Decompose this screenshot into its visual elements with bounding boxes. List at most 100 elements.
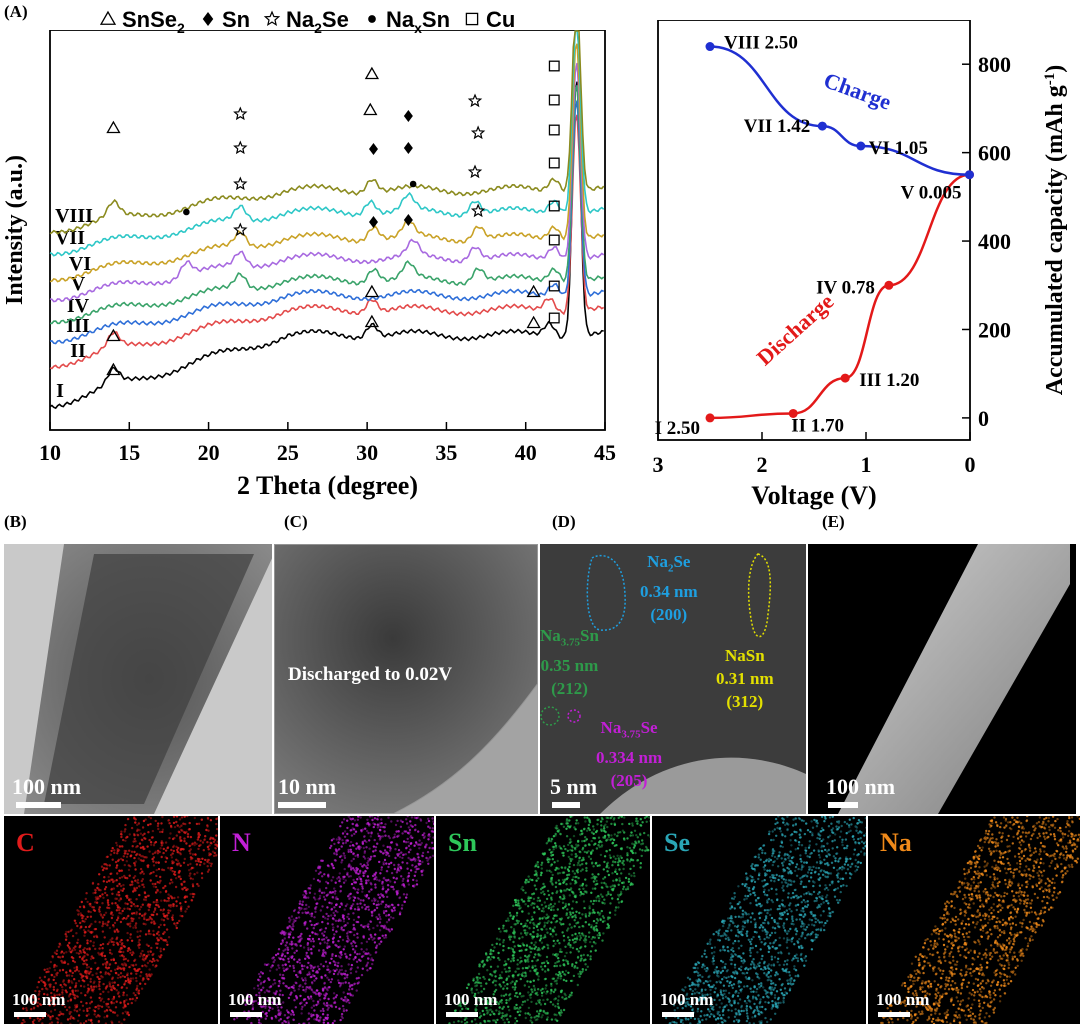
- x-tick-label: 10: [39, 440, 61, 465]
- panel-a-label: (A): [4, 2, 28, 21]
- eds-map-n: N 100 nm: [220, 816, 434, 1024]
- point-label: VI 1.05: [869, 138, 928, 159]
- xrd-series-VI: [49, 43, 605, 283]
- series-label-discharge: Discharge: [752, 289, 839, 371]
- eds-label-sn: Sn: [448, 828, 477, 857]
- panel-b: 100 nm: [4, 544, 272, 814]
- scalebar-e: 100 nm: [826, 774, 896, 799]
- panel-d-label: (D): [552, 512, 576, 531]
- point-label: V 0.005: [901, 183, 962, 204]
- y-tick-label: 200: [978, 317, 1011, 342]
- square-marker: [548, 124, 560, 136]
- eds-scalebar: 100 nm: [228, 990, 282, 1009]
- series-label-III: III: [66, 315, 90, 337]
- panel-b-label: (B): [4, 512, 27, 531]
- legend-label: Na2Se: [286, 7, 349, 36]
- series-label-VII: VII: [55, 227, 85, 249]
- series-label-V: V: [71, 273, 86, 295]
- triangle-marker: [100, 10, 117, 25]
- y-axis-label: Accumulated capacity (mAh g-1): [1042, 65, 1068, 395]
- triangle-marker: [106, 362, 121, 376]
- scalebar-d: 5 nm: [550, 774, 598, 799]
- x-axis-label: Voltage (V): [751, 481, 876, 510]
- legend-label: Sn: [222, 7, 250, 32]
- data-point: [840, 373, 850, 383]
- series-Discharge: [709, 173, 970, 420]
- x-tick-label: 1: [861, 452, 872, 477]
- circle-marker: [368, 15, 376, 23]
- star-marker: [470, 203, 486, 218]
- capacity-chart: 3 2 1 00 200 400 600 800 Voltage (V) Accumulated …: [653, 20, 1068, 510]
- point-label: I 2.50: [655, 418, 700, 439]
- x-tick-label: 15: [118, 440, 140, 465]
- eds-map-se: Se 100 nm: [652, 816, 866, 1024]
- series-label-VI: VI: [69, 253, 91, 275]
- xrd-series-V: [49, 62, 605, 303]
- diamond-marker: [403, 142, 413, 154]
- star-marker: [233, 106, 248, 121]
- data-point: [705, 42, 715, 52]
- xrd-series-IV: [49, 85, 605, 325]
- xrd-series-II: [49, 114, 605, 370]
- annotation-na2se: Na2Se 0.34 nm (200): [640, 552, 698, 625]
- panel-c-caption: Discharged to 0.02V: [288, 664, 453, 685]
- plot-frame: [49, 30, 606, 431]
- data-point: [884, 280, 894, 290]
- legend-label: Cu: [486, 7, 515, 32]
- annotation-nasn: NaSn 0.31 nm (312): [716, 646, 774, 711]
- panel-e-label: (E): [822, 512, 845, 531]
- x-tick-label: 0: [965, 452, 976, 477]
- star-marker: [233, 176, 248, 191]
- point-label: VIII 2.50: [724, 33, 798, 54]
- diamond-marker: [403, 214, 413, 226]
- cap-frame: [657, 20, 971, 441]
- diamond-marker: [368, 216, 378, 228]
- x-tick-label: 20: [198, 440, 220, 465]
- data-point: [705, 413, 715, 423]
- eds-scalebar: 100 nm: [12, 990, 66, 1009]
- star-marker: [233, 222, 248, 237]
- y-axis-label: Intensity (a.u.): [2, 155, 28, 305]
- data-point: [856, 141, 866, 151]
- series-label-I: I: [56, 380, 64, 402]
- series-Charge: [709, 45, 970, 176]
- y-tick-label: 0: [978, 406, 989, 431]
- eds-scalebar: 100 nm: [660, 990, 714, 1009]
- x-tick-label: 40: [515, 440, 537, 465]
- circle-marker: [183, 208, 190, 216]
- triangle-marker: [364, 284, 380, 298]
- square-marker: [548, 200, 560, 212]
- xrd-series-I: [49, 81, 604, 410]
- diamond-marker: [368, 143, 378, 155]
- point-label: VII 1.42: [744, 116, 811, 137]
- eds-map-na: Na 100 nm: [868, 816, 1080, 1024]
- x-tick-label: 35: [435, 440, 457, 465]
- square-marker: [548, 280, 560, 292]
- panel-d: Na2Se 0.34 nm (200) Na3.75Sn 0.35 nm (21…: [540, 544, 806, 814]
- x-tick-label: 3: [653, 452, 664, 477]
- diamond-marker: [202, 12, 214, 26]
- data-point: [788, 408, 798, 418]
- square-marker: [548, 234, 560, 246]
- eds-label-se: Se: [664, 828, 690, 857]
- series-label-charge: Charge: [821, 67, 895, 114]
- data-point: [964, 170, 974, 180]
- square-marker: [465, 12, 479, 26]
- legend-label: NaxSn: [386, 7, 450, 36]
- annotation-na375sn: Na3.75Sn 0.35 nm (212): [540, 626, 599, 699]
- series-label-II: II: [70, 340, 86, 362]
- x-axis-label: 2 Theta (degree): [237, 471, 418, 500]
- y-tick-label: 600: [978, 141, 1011, 166]
- square-marker: [548, 157, 560, 169]
- series-label-IV: IV: [67, 295, 90, 317]
- eds-label-c: C: [16, 828, 35, 857]
- scalebar-b: 100 nm: [12, 774, 82, 799]
- panel-c-label: (C): [284, 512, 308, 531]
- eds-label-na: Na: [880, 828, 912, 857]
- square-marker: [548, 94, 560, 106]
- triangle-marker: [526, 284, 541, 298]
- square-marker: [548, 60, 560, 72]
- scalebar-c: 10 nm: [278, 774, 337, 799]
- x-tick-label: 45: [594, 440, 616, 465]
